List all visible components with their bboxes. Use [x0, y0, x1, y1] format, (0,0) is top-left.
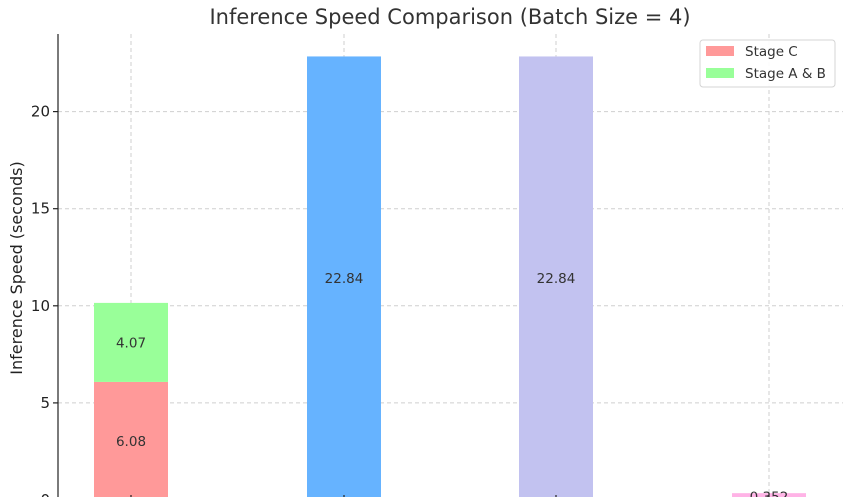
bar-segment	[307, 56, 381, 497]
legend: Stage C Stage A & B	[699, 39, 836, 88]
legend-swatch	[706, 46, 734, 56]
bar-segment	[519, 56, 593, 497]
legend-swatch	[706, 68, 734, 78]
y-tick-label: 15	[31, 200, 50, 218]
bar-value-label: 0.352	[750, 490, 789, 497]
bar-value-label: 4.07	[116, 335, 146, 351]
legend-label: Stage C	[745, 44, 798, 60]
y-tick-label: 0	[40, 491, 50, 497]
y-tick-label: 5	[40, 394, 50, 412]
grid	[58, 34, 843, 497]
legend-label: Stage A & B	[745, 66, 826, 82]
bar-value-label: 22.84	[537, 271, 576, 287]
bar-value-label: 6.08	[116, 434, 146, 450]
data-labels: 6.08 4.07 22.84 22.84 0.352	[116, 271, 788, 497]
y-tick-label: 10	[31, 297, 50, 315]
chart-title: Inference Speed Comparison (Batch Size =…	[209, 5, 690, 29]
bar-segment	[94, 302, 168, 382]
y-tick-label: 20	[31, 103, 50, 121]
y-axis-label: Inference Speed (seconds)	[7, 161, 26, 374]
bars	[94, 56, 806, 497]
y-axis: 0 5 10 15 20	[31, 34, 770, 497]
bar-segment	[94, 381, 168, 497]
bar-value-label: 22.84	[325, 271, 364, 287]
